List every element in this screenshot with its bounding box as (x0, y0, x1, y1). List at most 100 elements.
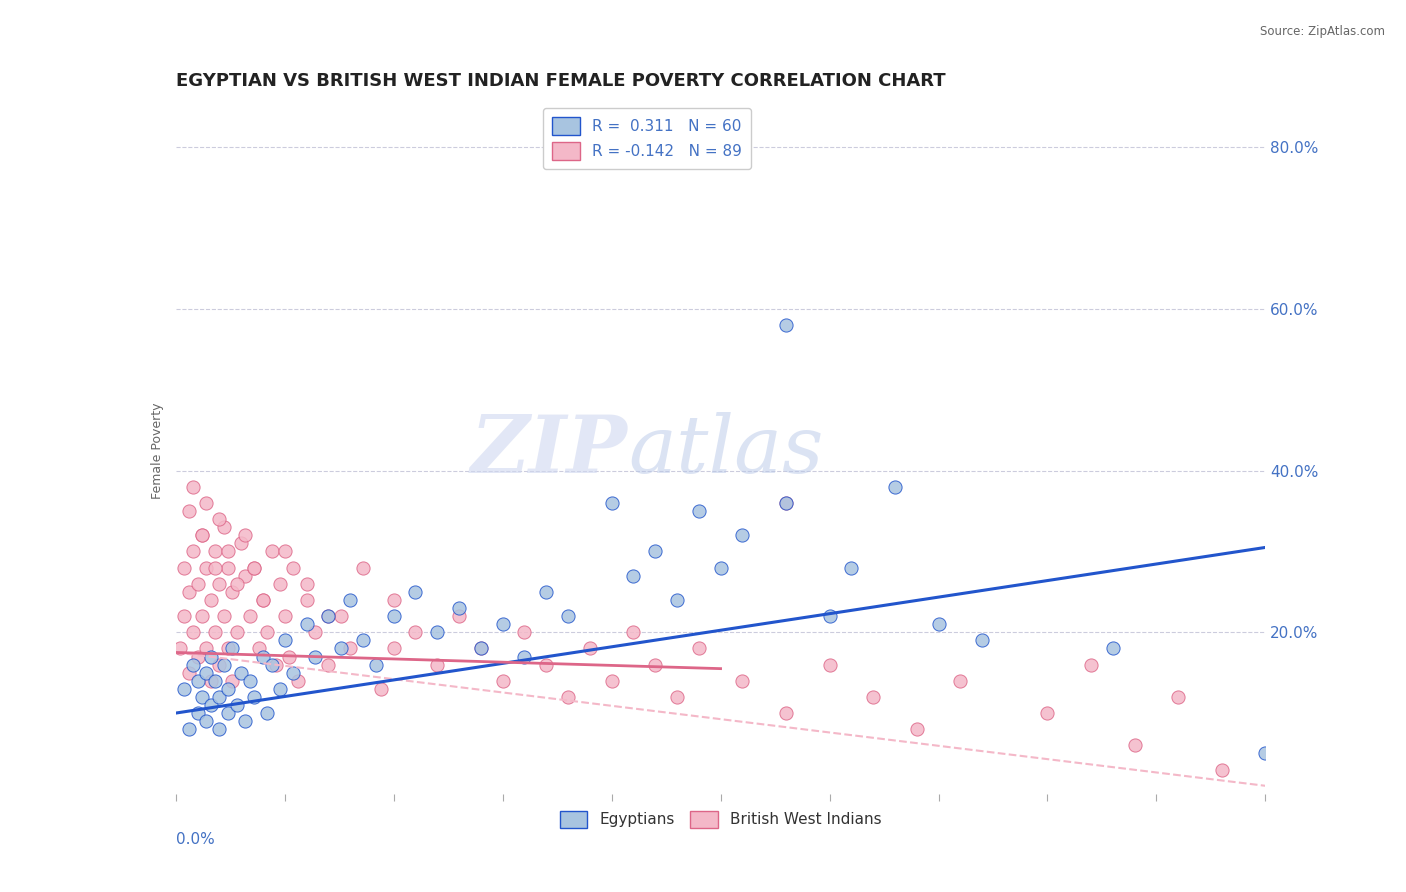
Point (295, 576, 318, 591)
Point (382, 593, 405, 607)
Point (330, 641, 353, 656)
Point (841, 560, 863, 574)
Point (204, 673, 226, 688)
Point (905, 723, 928, 737)
Point (181, 625, 204, 640)
Point (1123, 739, 1146, 753)
Point (339, 641, 361, 656)
Point (405, 585, 427, 599)
Point (200, 698, 222, 712)
Point (186, 576, 209, 591)
Point (862, 690, 884, 704)
Point (330, 609, 353, 624)
Point (688, 641, 710, 656)
Point (644, 544, 666, 558)
Point (225, 576, 247, 591)
Point (243, 560, 266, 574)
Point (252, 593, 274, 607)
Point (470, 641, 492, 656)
Point (492, 673, 515, 688)
Legend: Egyptians, British West Indians: Egyptians, British West Indians (554, 805, 887, 834)
Point (239, 673, 262, 688)
Point (225, 625, 247, 640)
Point (186, 649, 209, 664)
Point (256, 625, 278, 640)
Point (382, 609, 405, 624)
Point (217, 641, 239, 656)
Point (221, 585, 243, 599)
Point (221, 641, 243, 656)
Point (235, 714, 257, 728)
Point (557, 609, 579, 624)
Point (366, 657, 388, 672)
Point (191, 690, 214, 704)
Point (173, 560, 195, 574)
Point (173, 609, 195, 624)
Point (212, 609, 235, 624)
Point (195, 714, 218, 728)
Point (405, 625, 427, 640)
Point (186, 673, 209, 688)
Point (928, 617, 950, 632)
Point (1167, 690, 1189, 704)
Point (970, 633, 993, 648)
Point (195, 496, 218, 510)
Point (818, 609, 841, 624)
Point (208, 576, 231, 591)
Y-axis label: Female Poverty: Female Poverty (150, 402, 165, 499)
Point (231, 536, 253, 550)
Point (208, 512, 231, 526)
Point (304, 625, 326, 640)
Point (173, 681, 195, 696)
Point (195, 665, 218, 680)
Point (269, 576, 291, 591)
Point (884, 480, 907, 494)
Point (352, 633, 374, 648)
Point (208, 657, 231, 672)
Point (621, 568, 644, 582)
Point (600, 496, 623, 510)
Point (181, 544, 204, 558)
Point (239, 609, 262, 624)
Point (252, 649, 274, 664)
Text: Source: ZipAtlas.com: Source: ZipAtlas.com (1260, 25, 1385, 38)
Point (247, 641, 270, 656)
Point (264, 657, 287, 672)
Point (710, 560, 733, 574)
Point (204, 560, 226, 574)
Point (212, 657, 235, 672)
Point (426, 625, 449, 640)
Point (370, 681, 392, 696)
Point (318, 657, 340, 672)
Point (447, 601, 470, 615)
Point (382, 641, 405, 656)
Point (1211, 763, 1233, 777)
Point (1102, 641, 1125, 656)
Point (217, 706, 239, 720)
Point (200, 593, 222, 607)
Point (447, 609, 470, 624)
Text: ZIP: ZIP (471, 412, 628, 489)
Point (191, 528, 214, 542)
Point (235, 568, 257, 582)
Point (1080, 657, 1102, 672)
Point (212, 520, 235, 534)
Point (208, 723, 231, 737)
Point (217, 544, 239, 558)
Point (318, 609, 340, 624)
Point (304, 649, 326, 664)
Point (492, 617, 515, 632)
Point (256, 706, 278, 720)
Point (688, 504, 710, 518)
Point (731, 673, 754, 688)
Point (278, 649, 301, 664)
Point (177, 585, 200, 599)
Point (181, 480, 204, 494)
Point (775, 706, 797, 720)
Point (775, 496, 797, 510)
Point (666, 690, 689, 704)
Point (235, 528, 257, 542)
Point (208, 690, 231, 704)
Point (274, 544, 297, 558)
Point (217, 560, 239, 574)
